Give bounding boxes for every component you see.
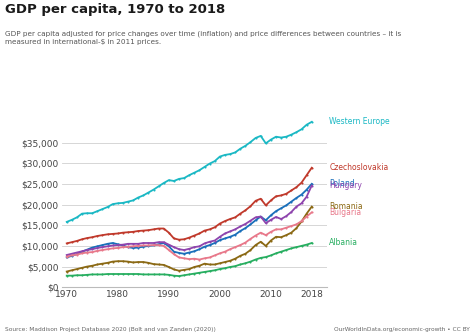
Text: Poland: Poland <box>329 179 355 188</box>
Text: Czechoslovakia: Czechoslovakia <box>329 163 389 172</box>
Text: Hungary: Hungary <box>329 181 362 190</box>
Text: Bulgaria: Bulgaria <box>329 208 362 217</box>
Text: Our World
in Data: Our World in Data <box>408 10 452 30</box>
Text: GDP per capita adjusted for price changes over time (inflation) and price differ: GDP per capita adjusted for price change… <box>5 30 401 44</box>
Text: GDP per capita, 1970 to 2018: GDP per capita, 1970 to 2018 <box>5 3 225 16</box>
Text: OurWorldInData.org/economic-growth • CC BY: OurWorldInData.org/economic-growth • CC … <box>334 327 469 332</box>
Text: Western Europe: Western Europe <box>329 117 390 126</box>
Text: Romania: Romania <box>329 202 363 211</box>
Text: Albania: Albania <box>329 238 358 247</box>
Text: Source: Maddison Project Database 2020 (Bolt and van Zanden (2020)): Source: Maddison Project Database 2020 (… <box>5 327 216 332</box>
